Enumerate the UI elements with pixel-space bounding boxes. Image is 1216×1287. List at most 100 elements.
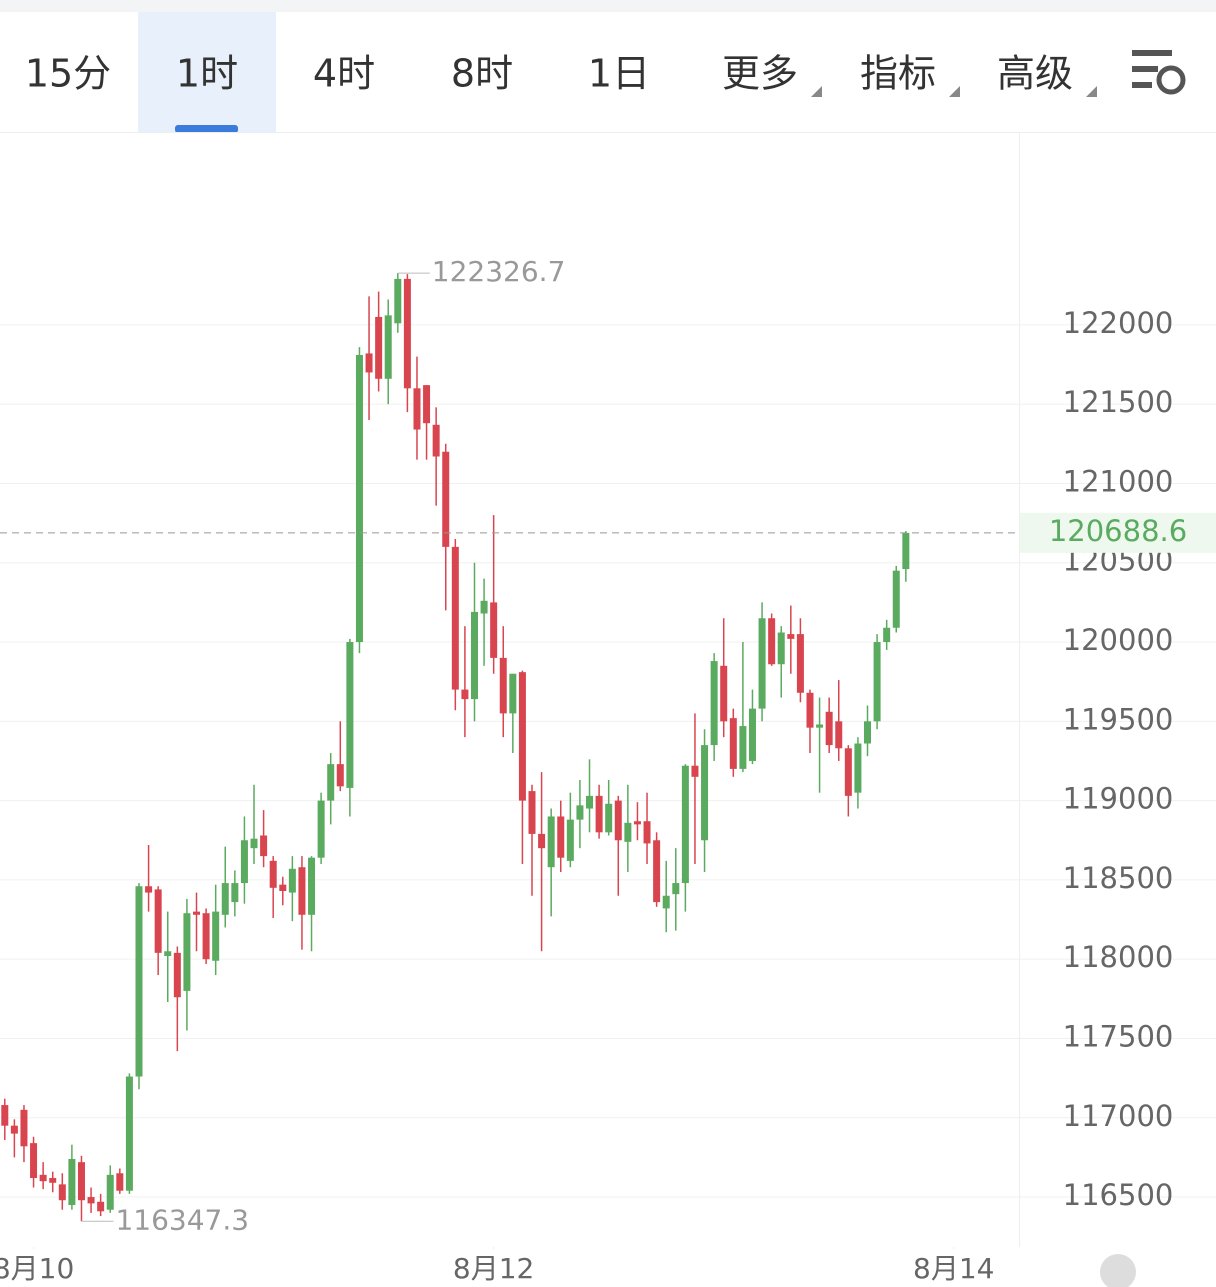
candle-body (183, 913, 191, 991)
candle-body (145, 886, 153, 893)
x-tick-label: 8月10 (0, 1252, 74, 1285)
y-tick-label: 121000 (1063, 464, 1174, 498)
candle-body (49, 1178, 57, 1183)
candle-body (202, 913, 210, 960)
candle-body (480, 600, 488, 614)
candle-body (681, 765, 689, 884)
candle-body (547, 816, 555, 868)
candle-body (586, 795, 594, 809)
logo-button[interactable] (1100, 1254, 1136, 1287)
candle-body (854, 743, 862, 793)
candle-body (595, 795, 603, 833)
candle-body (739, 726, 747, 769)
candle-body (873, 642, 881, 722)
candle-body (432, 424, 440, 457)
candle-body (490, 602, 498, 658)
candle-body (672, 883, 680, 895)
candle-body (633, 821, 641, 825)
candle-body (365, 353, 373, 373)
candle-body (97, 1201, 105, 1212)
tab[interactable]: 1日 (588, 52, 650, 96)
candle-body (336, 764, 344, 787)
candle-body (327, 764, 335, 801)
candle-body (269, 860, 277, 888)
candle-body (442, 451, 450, 547)
dropdown-caret (811, 86, 822, 97)
candle-body (902, 532, 910, 570)
candle-body (566, 819, 574, 861)
candle-body (806, 692, 814, 728)
candle-body (1, 1105, 9, 1126)
candle-body (403, 278, 411, 389)
candle-body (375, 316, 383, 379)
y-tick-label: 116500 (1063, 1178, 1174, 1212)
candle-body (605, 803, 613, 833)
tab[interactable]: 1时 (176, 52, 238, 96)
tab[interactable]: 8时 (451, 52, 513, 96)
candle-body (279, 884, 287, 891)
candle-body (423, 385, 431, 424)
candle-body (825, 711, 833, 746)
candle-body (240, 840, 248, 884)
active-tab-bg (138, 12, 276, 132)
candle-body (470, 611, 478, 700)
tab[interactable]: 指标 (860, 52, 936, 96)
candle-body (77, 1162, 85, 1201)
candle-body (116, 1173, 124, 1191)
y-tick-label: 118500 (1063, 861, 1174, 895)
candle-body (394, 278, 402, 324)
y-tick-label: 121500 (1063, 385, 1174, 419)
candle-body (518, 672, 526, 801)
settings-icon[interactable] (1132, 50, 1186, 95)
plot: 116500 117000 117500 118000 118500 119000 1195… (0, 255, 1216, 1285)
x-tick-label: 8月14 (913, 1252, 994, 1285)
candle-body (844, 748, 852, 796)
candle-body (298, 867, 306, 915)
candle-body (787, 634, 795, 639)
candle-body (384, 315, 392, 379)
y-tick-label: 120000 (1063, 623, 1174, 657)
candle-body (221, 883, 229, 915)
y-tick-label: 117000 (1063, 1099, 1174, 1133)
y-tick-label: 119000 (1063, 782, 1174, 816)
candle-body (662, 895, 670, 909)
candle-body (710, 661, 718, 746)
candle-body (125, 1076, 133, 1191)
candle-body (796, 634, 804, 693)
candle-body (10, 1125, 18, 1134)
candle-body (288, 868, 296, 893)
tab[interactable]: 4时 (313, 52, 375, 96)
candle-body (413, 388, 421, 430)
candle-body (317, 800, 325, 858)
candle-body (528, 791, 536, 834)
candle-body (154, 889, 162, 953)
tab[interactable]: 15分 (25, 52, 111, 96)
candle-body (355, 355, 363, 643)
low-label: 116347.3 (115, 1203, 249, 1236)
candle-body (164, 951, 172, 957)
candle-body (748, 708, 756, 761)
tabs: 15分 1时 4时 8时 1日 更多 指标 高级 (25, 52, 1097, 97)
candle-body (39, 1174, 47, 1182)
tab[interactable]: 更多 (722, 52, 798, 96)
candle-body (346, 642, 354, 788)
candle-body (777, 632, 785, 665)
candle-body (576, 805, 584, 820)
high-label: 122326.7 (432, 255, 566, 288)
y-tick-label: 119500 (1063, 702, 1174, 736)
candle-body (260, 835, 268, 857)
candle-body (308, 857, 316, 915)
dropdown-caret (1086, 86, 1097, 97)
candle-body (653, 840, 661, 903)
candle-body (231, 883, 239, 903)
candle-body (106, 1174, 114, 1210)
candle-body (758, 618, 766, 709)
candle-body (729, 718, 737, 769)
candle-body (461, 689, 469, 700)
candle-body (250, 838, 258, 849)
candle-body (864, 721, 872, 744)
candle-body (451, 546, 459, 690)
tab[interactable]: 高级 (997, 52, 1073, 96)
x-tick-label: 8月12 (453, 1252, 534, 1285)
active-tab-indicator (175, 125, 238, 133)
